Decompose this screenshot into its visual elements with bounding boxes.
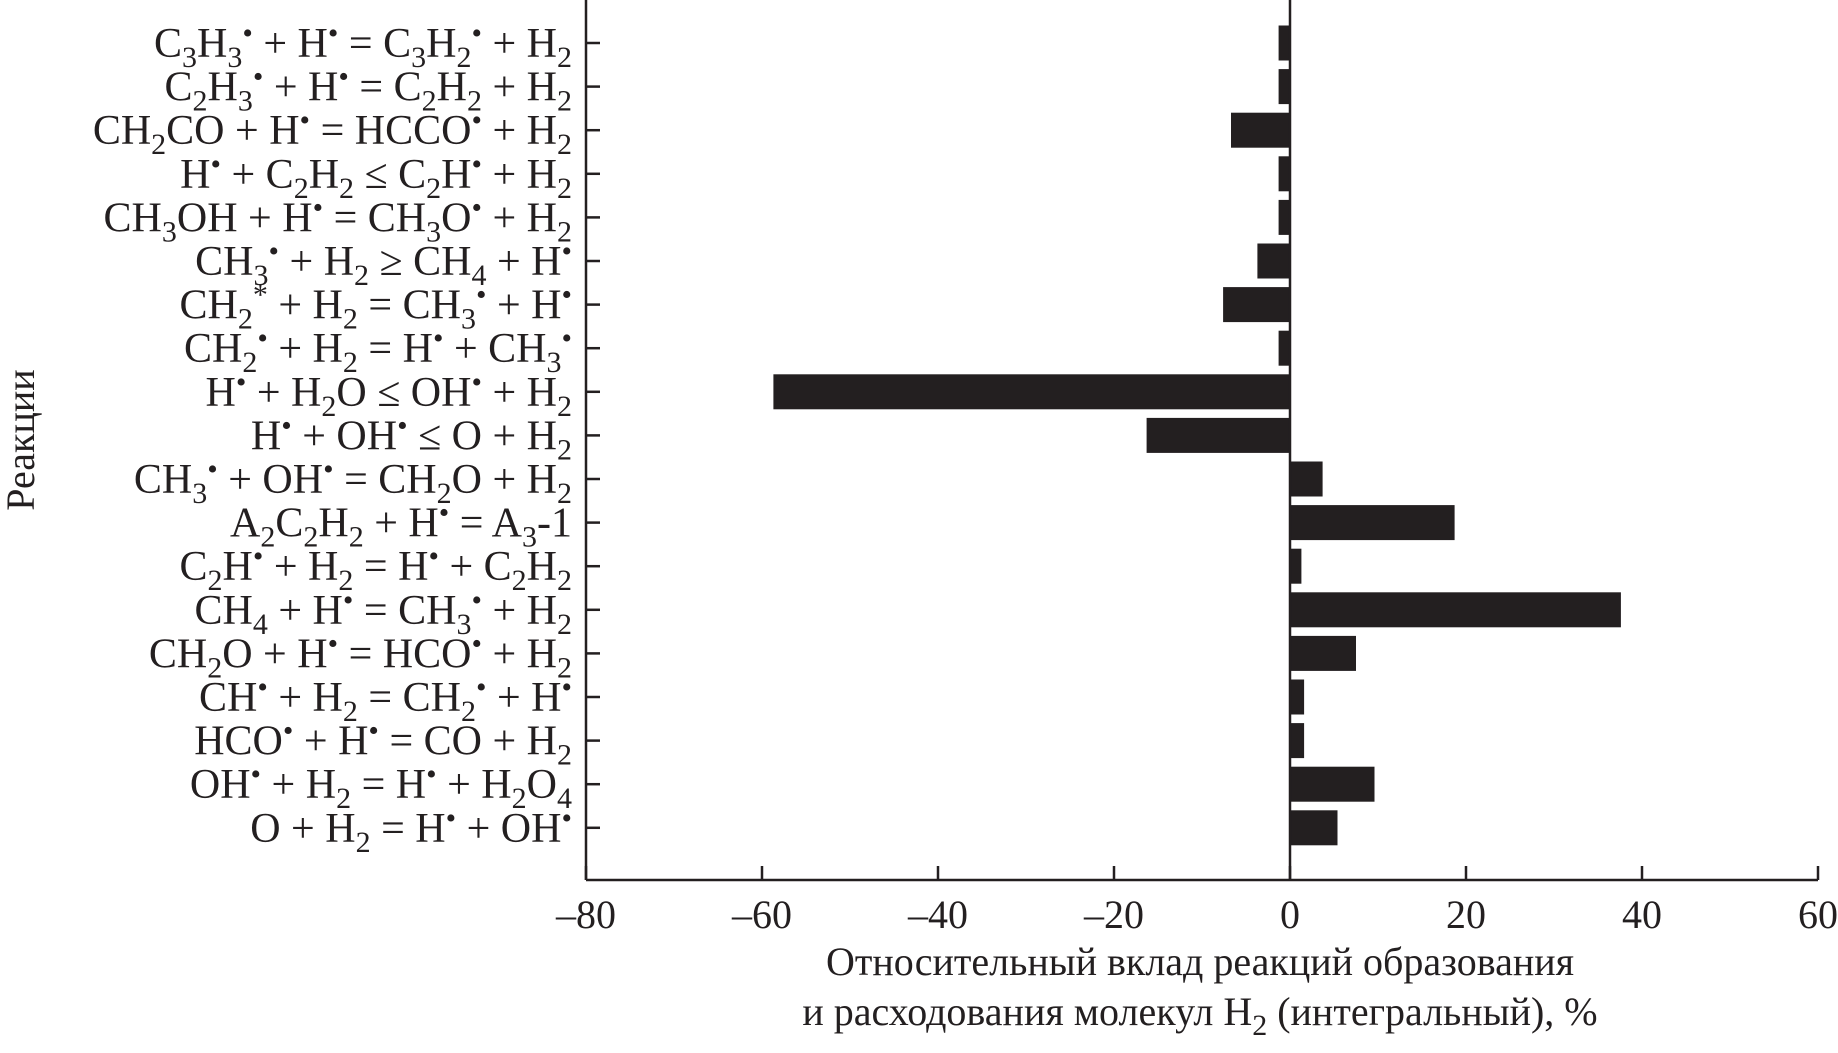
bar (1278, 330, 1290, 366)
bar (1146, 417, 1290, 453)
category-label: C2H3• + H• = C2H2 + H2 (165, 61, 573, 118)
bar (1278, 25, 1290, 61)
category-label: H• + OH• ≤ O + H2 (251, 409, 572, 466)
bar (1223, 287, 1290, 323)
category-label: CH3• + OH• = CH2O + H2 (134, 453, 572, 510)
x-tick-label: –40 (907, 892, 968, 937)
bar (1290, 679, 1305, 715)
category-label: CH4 + H• = CH3• + H2 (195, 584, 572, 641)
bar (1290, 810, 1338, 846)
category-label: CH2• + H2 = H• + CH3• (184, 322, 572, 379)
bar (1257, 243, 1290, 279)
category-label: O + H2 = H• + OH• (250, 802, 572, 859)
category-label: CH2* + H2 = CH3• + H• (180, 279, 572, 336)
bar (773, 374, 1290, 410)
axes-layer (584, 0, 1818, 882)
x-tick-label: –80 (555, 892, 616, 937)
category-label: H• + H2O ≤ OH• + H2 (206, 366, 572, 423)
category-label: HCO• + H• = CO + H2 (194, 715, 572, 772)
bar (1278, 156, 1290, 192)
category-label: CH2O + H• = HCO• + H2 (149, 627, 572, 684)
bar (1290, 461, 1323, 497)
y-axis-title: Реакции (0, 369, 43, 510)
x-axis-title-line2: и расходования молекул H2 (интегральный)… (802, 989, 1597, 1042)
category-label: C2H• + H2 = H• + C2H2 (180, 540, 573, 597)
x-tick-label: 40 (1622, 892, 1662, 937)
category-label: CH3• + H2 ≥ CH4 + H• (195, 235, 572, 292)
bar (1290, 505, 1455, 541)
bar (1290, 592, 1621, 628)
x-axis-title-line1: Относительный вклад реакций образования (826, 939, 1574, 984)
bar (1290, 766, 1375, 802)
category-label: CH3OH + H• = CH3O• + H2 (104, 191, 572, 248)
x-tick-label: 20 (1446, 892, 1486, 937)
x-tick-label: 0 (1280, 892, 1300, 937)
bar (1290, 723, 1305, 759)
bar (1231, 112, 1290, 148)
x-tick-label: –20 (1083, 892, 1144, 937)
category-label: C3H3• + H• = C3H2• + H2 (154, 17, 572, 74)
category-label: CH2CO + H• = HCCO• + H2 (93, 104, 572, 161)
x-axis-ticks: –80 –60 –40 –20 0 20 40 60 (555, 866, 1838, 937)
bars-layer (773, 25, 1621, 846)
x-tick-label: 60 (1798, 892, 1838, 937)
bar (1290, 635, 1356, 671)
bar (1278, 69, 1290, 105)
bar (1278, 199, 1290, 235)
category-label: A2C2H2 + H• = A3-1 (230, 497, 572, 554)
category-label: OH• + H2 = H• + H2O4 (190, 758, 572, 815)
category-label: H• + C2H2 ≤ C2H• + H2 (180, 148, 572, 205)
bar (1290, 548, 1302, 584)
category-label: CH• + H2 = CH2• + H• (199, 671, 572, 728)
x-tick-label: –60 (731, 892, 792, 937)
